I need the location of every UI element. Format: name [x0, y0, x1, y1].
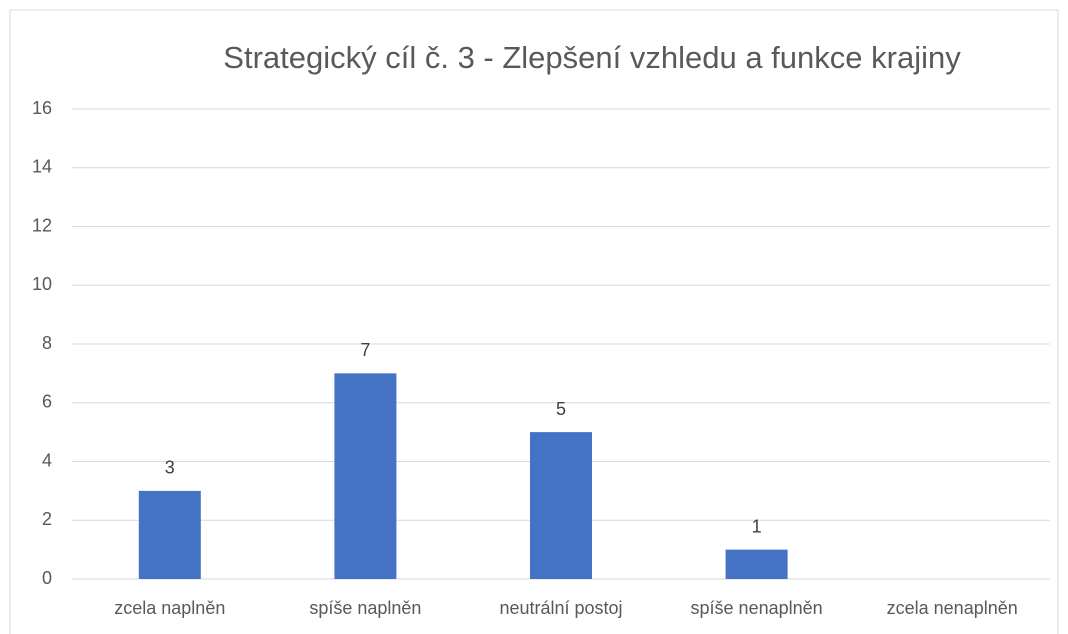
x-tick-label: neutrální postoj [499, 598, 622, 618]
x-tick-label: zcela nenaplněn [887, 598, 1018, 618]
y-tick-label: 14 [32, 157, 52, 177]
y-tick-label: 4 [42, 450, 52, 470]
data-label: 5 [556, 399, 566, 419]
y-tick-label: 0 [42, 568, 52, 588]
bar [138, 490, 201, 579]
data-label: 7 [360, 340, 370, 360]
y-tick-label: 8 [42, 333, 52, 353]
bar [725, 549, 788, 579]
y-tick-label: 6 [42, 392, 52, 412]
y-tick-label: 2 [42, 509, 52, 529]
x-tick-label: zcela naplněn [114, 598, 225, 618]
x-tick-label: spíše nenaplněn [691, 598, 823, 618]
y-tick-label: 12 [32, 215, 52, 235]
data-label: 3 [165, 458, 175, 478]
data-label: 1 [752, 516, 762, 536]
chart-title: Strategický cíl č. 3 - Zlepšení vzhledu … [223, 40, 961, 75]
y-tick-label: 10 [32, 274, 52, 294]
x-tick-label: spíše naplněn [309, 598, 421, 618]
y-tick-label: 16 [32, 98, 52, 118]
bar [530, 432, 592, 579]
bar [334, 373, 397, 579]
